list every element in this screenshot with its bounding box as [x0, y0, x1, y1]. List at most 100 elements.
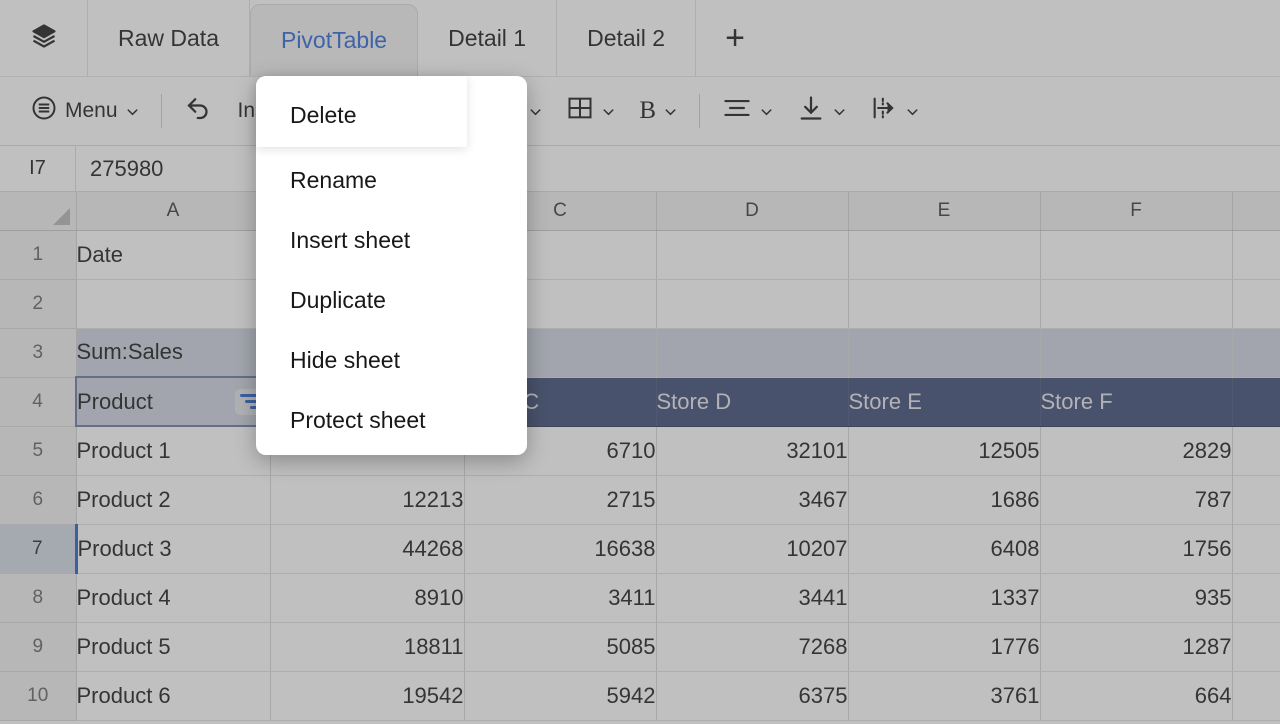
row-header-8[interactable]: 8	[0, 573, 77, 623]
menu-item-rename[interactable]: Rename	[256, 150, 527, 210]
cell-g3[interactable]	[1232, 328, 1280, 378]
menu-item-duplicate[interactable]: Duplicate	[256, 270, 527, 330]
name-box[interactable]: I7	[0, 145, 76, 192]
cell-b9[interactable]: 18811	[270, 622, 465, 672]
menu-item-delete-highlight[interactable]: Delete	[256, 76, 467, 147]
column-header-d[interactable]: D	[656, 192, 849, 231]
cell-f5[interactable]: 2829	[1040, 426, 1233, 476]
column-header-g[interactable]	[1232, 192, 1280, 231]
app-logo[interactable]	[0, 0, 88, 76]
add-sheet-button[interactable]: +	[696, 0, 774, 76]
spreadsheet-grid[interactable]: A B C D E F 1 Date 2	[0, 192, 1280, 724]
sheet-tab-raw-data[interactable]: Raw Data	[88, 0, 250, 76]
cell-f6[interactable]: 787	[1040, 475, 1233, 525]
cell-d7[interactable]: 10207	[656, 524, 849, 574]
menu-item-insert-sheet[interactable]: Insert sheet	[256, 210, 527, 270]
sheet-tab-detail-2[interactable]: Detail 2	[557, 0, 697, 76]
row-header-2[interactable]: 2	[0, 279, 77, 329]
cell-d3[interactable]	[656, 328, 849, 378]
cell-a8[interactable]: Product 4	[76, 573, 271, 623]
menu-item-protect-sheet[interactable]: Protect sheet	[256, 390, 527, 450]
cell-d9[interactable]: 7268	[656, 622, 849, 672]
row-header-10[interactable]: 10	[0, 671, 77, 721]
cell-d8[interactable]: 3441	[656, 573, 849, 623]
cell-a10[interactable]: Product 6	[76, 671, 271, 721]
cell-c9[interactable]: 5085	[464, 622, 657, 672]
menu-button[interactable]: Menu	[18, 88, 151, 134]
cell-c10[interactable]: 5942	[464, 671, 657, 721]
cell-e9[interactable]: 1776	[848, 622, 1041, 672]
cell-f2[interactable]	[1040, 279, 1233, 329]
cell-e5[interactable]: 12505	[848, 426, 1041, 476]
row-header-4[interactable]: 4	[0, 377, 77, 427]
table-row: 4 Product Store B Store C Store D Store …	[0, 376, 1280, 427]
bold-button[interactable]: B	[627, 88, 689, 134]
cell-e1[interactable]	[848, 230, 1041, 280]
cell-b7[interactable]: 44268	[270, 524, 465, 574]
column-header-e[interactable]: E	[848, 192, 1041, 231]
formula-input[interactable]: 275980	[76, 146, 1280, 192]
sheet-tab-pivottable[interactable]: PivotTable	[249, 4, 419, 76]
row-header-6[interactable]: 6	[0, 475, 77, 525]
cell-g10[interactable]	[1232, 671, 1280, 721]
cell-c7[interactable]: 16638	[464, 524, 657, 574]
cell-g5[interactable]	[1232, 426, 1280, 476]
cell-a9[interactable]: Product 5	[76, 622, 271, 672]
cell-g1[interactable]	[1232, 230, 1280, 280]
cell-e2[interactable]	[848, 279, 1041, 329]
row-header-7[interactable]: 7	[0, 524, 77, 574]
menu-item-label: Hide sheet	[290, 346, 400, 373]
text-wrap-button[interactable]	[858, 88, 931, 134]
cell-a7[interactable]: Product 3	[74, 524, 271, 574]
cell-d2[interactable]	[656, 279, 849, 329]
undo-button[interactable]	[172, 88, 226, 134]
cell-b10[interactable]: 19542	[270, 671, 465, 721]
cell-c8[interactable]: 3411	[464, 573, 657, 623]
column-header-a[interactable]: A	[76, 192, 271, 231]
cell-a1[interactable]: Date	[76, 230, 271, 280]
cell-e3[interactable]	[848, 328, 1041, 378]
cell-d5[interactable]: 32101	[656, 426, 849, 476]
vertical-align-button[interactable]	[785, 88, 858, 134]
cell-g8[interactable]	[1232, 573, 1280, 623]
cell-c6[interactable]: 2715	[464, 475, 657, 525]
cell-b8[interactable]: 8910	[270, 573, 465, 623]
row-header-1[interactable]: 1	[0, 230, 77, 280]
cell-f9[interactable]: 1287	[1040, 622, 1233, 672]
cell-g2[interactable]	[1232, 279, 1280, 329]
borders-button[interactable]	[554, 88, 627, 134]
cell-g6[interactable]	[1232, 475, 1280, 525]
row-header-9[interactable]: 9	[0, 622, 77, 672]
cell-g4[interactable]	[1232, 377, 1280, 427]
cell-a5[interactable]: Product 1	[76, 426, 271, 476]
cell-d1[interactable]	[656, 230, 849, 280]
cell-g7[interactable]	[1232, 524, 1280, 574]
cell-b6[interactable]: 12213	[270, 475, 465, 525]
column-header-f[interactable]: F	[1040, 192, 1233, 231]
cell-e4[interactable]: Store E	[848, 377, 1041, 427]
cell-a4[interactable]: Product	[75, 376, 271, 427]
cell-a2[interactable]	[76, 279, 271, 329]
cell-d10[interactable]: 6375	[656, 671, 849, 721]
cell-g9[interactable]	[1232, 622, 1280, 672]
cell-a6[interactable]: Product 2	[76, 475, 271, 525]
select-all-corner[interactable]	[0, 192, 77, 231]
cell-f8[interactable]: 935	[1040, 573, 1233, 623]
cell-f1[interactable]	[1040, 230, 1233, 280]
row-header-3[interactable]: 3	[0, 328, 77, 378]
cell-e8[interactable]: 1337	[848, 573, 1041, 623]
text-align-button[interactable]	[710, 88, 785, 134]
cell-e6[interactable]: 1686	[848, 475, 1041, 525]
cell-f10[interactable]: 664	[1040, 671, 1233, 721]
row-header-5[interactable]: 5	[0, 426, 77, 476]
cell-e7[interactable]: 6408	[848, 524, 1041, 574]
cell-f4[interactable]: Store F	[1040, 377, 1233, 427]
cell-a3[interactable]: Sum:Sales	[76, 328, 271, 378]
cell-d4[interactable]: Store D	[656, 377, 849, 427]
sheet-tab-detail-1[interactable]: Detail 1	[418, 0, 558, 76]
cell-d6[interactable]: 3467	[656, 475, 849, 525]
menu-item-hide-sheet[interactable]: Hide sheet	[256, 330, 527, 390]
cell-e10[interactable]: 3761	[848, 671, 1041, 721]
cell-f7[interactable]: 1756	[1040, 524, 1233, 574]
cell-f3[interactable]	[1040, 328, 1233, 378]
